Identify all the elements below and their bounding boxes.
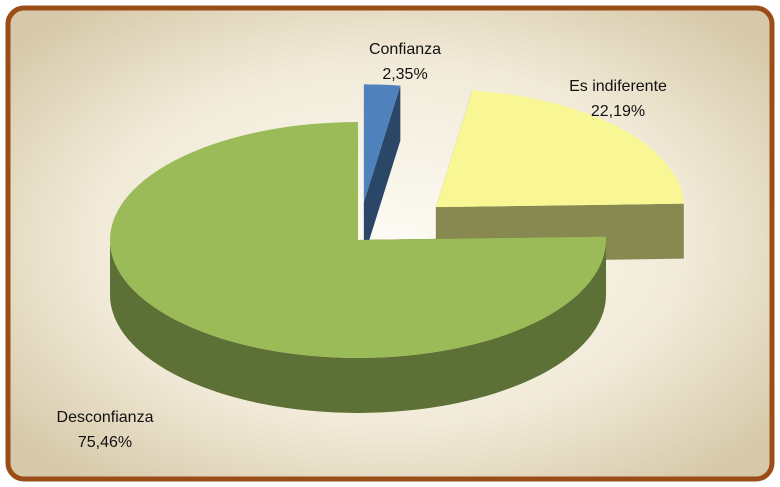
slice-label: Confianza	[369, 41, 441, 58]
slice-face	[363, 85, 401, 258]
slice-value-label: 75,46%	[78, 434, 132, 451]
slice-side	[110, 240, 606, 413]
slice	[110, 122, 606, 359]
slice	[435, 90, 684, 208]
slice-label: Desconfianza	[57, 409, 154, 426]
pie	[110, 84, 684, 413]
slice-label: Es indiferente	[569, 78, 667, 95]
slice-value-label: 2,35%	[382, 66, 427, 83]
slice	[363, 84, 401, 203]
slice-value-label: 22,19%	[591, 103, 645, 120]
